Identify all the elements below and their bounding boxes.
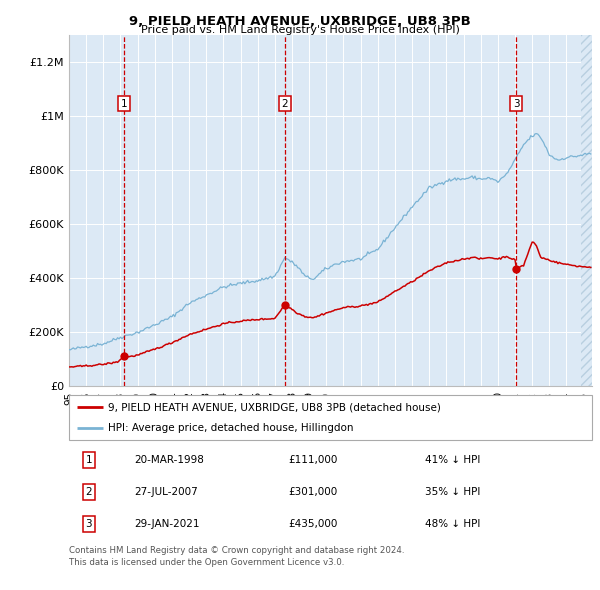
Text: Price paid vs. HM Land Registry's House Price Index (HPI): Price paid vs. HM Land Registry's House … <box>140 25 460 35</box>
Text: 1: 1 <box>86 455 92 465</box>
Text: 1: 1 <box>121 99 128 109</box>
Text: This data is licensed under the Open Government Licence v3.0.: This data is licensed under the Open Gov… <box>69 558 344 566</box>
FancyBboxPatch shape <box>69 395 592 440</box>
Text: 29-JAN-2021: 29-JAN-2021 <box>134 519 200 529</box>
Text: 35% ↓ HPI: 35% ↓ HPI <box>425 487 480 497</box>
Text: 3: 3 <box>513 99 520 109</box>
Text: 2: 2 <box>86 487 92 497</box>
Text: Contains HM Land Registry data © Crown copyright and database right 2024.: Contains HM Land Registry data © Crown c… <box>69 546 404 555</box>
Text: 2: 2 <box>281 99 288 109</box>
Text: £435,000: £435,000 <box>289 519 338 529</box>
Text: 9, PIELD HEATH AVENUE, UXBRIDGE, UB8 3PB (detached house): 9, PIELD HEATH AVENUE, UXBRIDGE, UB8 3PB… <box>108 402 441 412</box>
Text: £111,000: £111,000 <box>289 455 338 465</box>
Text: HPI: Average price, detached house, Hillingdon: HPI: Average price, detached house, Hill… <box>108 424 354 434</box>
Text: £301,000: £301,000 <box>289 487 338 497</box>
Text: 48% ↓ HPI: 48% ↓ HPI <box>425 519 480 529</box>
Text: 41% ↓ HPI: 41% ↓ HPI <box>425 455 480 465</box>
Text: 3: 3 <box>86 519 92 529</box>
Text: 20-MAR-1998: 20-MAR-1998 <box>134 455 204 465</box>
Text: 27-JUL-2007: 27-JUL-2007 <box>134 487 198 497</box>
Text: 9, PIELD HEATH AVENUE, UXBRIDGE, UB8 3PB: 9, PIELD HEATH AVENUE, UXBRIDGE, UB8 3PB <box>129 15 471 28</box>
